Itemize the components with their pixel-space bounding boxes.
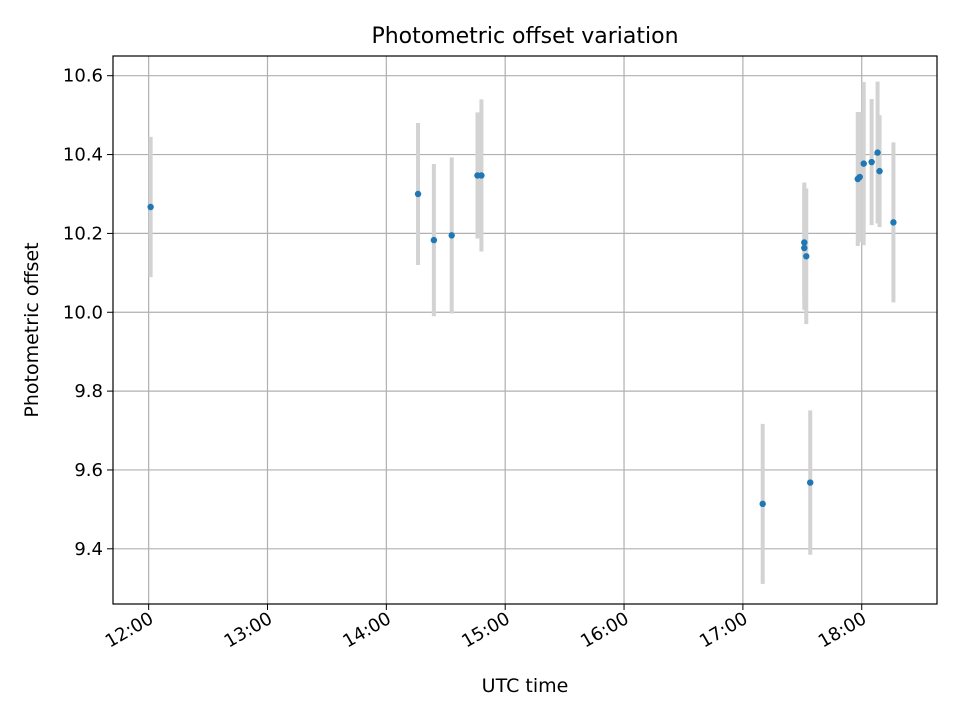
y-tick-label: 10.2 bbox=[63, 223, 103, 244]
data-point bbox=[448, 232, 455, 239]
x-axis-label: UTC time bbox=[482, 675, 569, 697]
data-point bbox=[801, 239, 808, 246]
data-point bbox=[147, 203, 154, 211]
data-point bbox=[890, 219, 897, 226]
y-tick-label: 9.6 bbox=[74, 460, 103, 481]
y-axis-label: Photometric offset bbox=[21, 242, 43, 417]
y-tick-label: 10.6 bbox=[63, 66, 103, 87]
data-point bbox=[430, 236, 438, 244]
plot-frame bbox=[112, 55, 938, 605]
chart-title: Photometric offset variation bbox=[371, 24, 678, 49]
y-tick-label: 10.0 bbox=[63, 302, 103, 323]
grid bbox=[113, 56, 937, 604]
data-point bbox=[801, 244, 808, 252]
data-point bbox=[478, 172, 485, 179]
data-point bbox=[807, 479, 814, 486]
data-point bbox=[856, 173, 863, 181]
data-point bbox=[803, 253, 810, 260]
data-point bbox=[868, 158, 875, 166]
y-tick-label: 9.4 bbox=[74, 539, 103, 560]
data-points bbox=[147, 149, 897, 508]
data-point bbox=[414, 190, 422, 198]
data-point bbox=[759, 500, 766, 508]
y-tick-label: 9.8 bbox=[74, 381, 103, 402]
data-point bbox=[874, 149, 881, 156]
y-tick-label: 10.4 bbox=[63, 145, 103, 166]
data-point bbox=[876, 167, 883, 175]
data-point bbox=[860, 160, 867, 167]
